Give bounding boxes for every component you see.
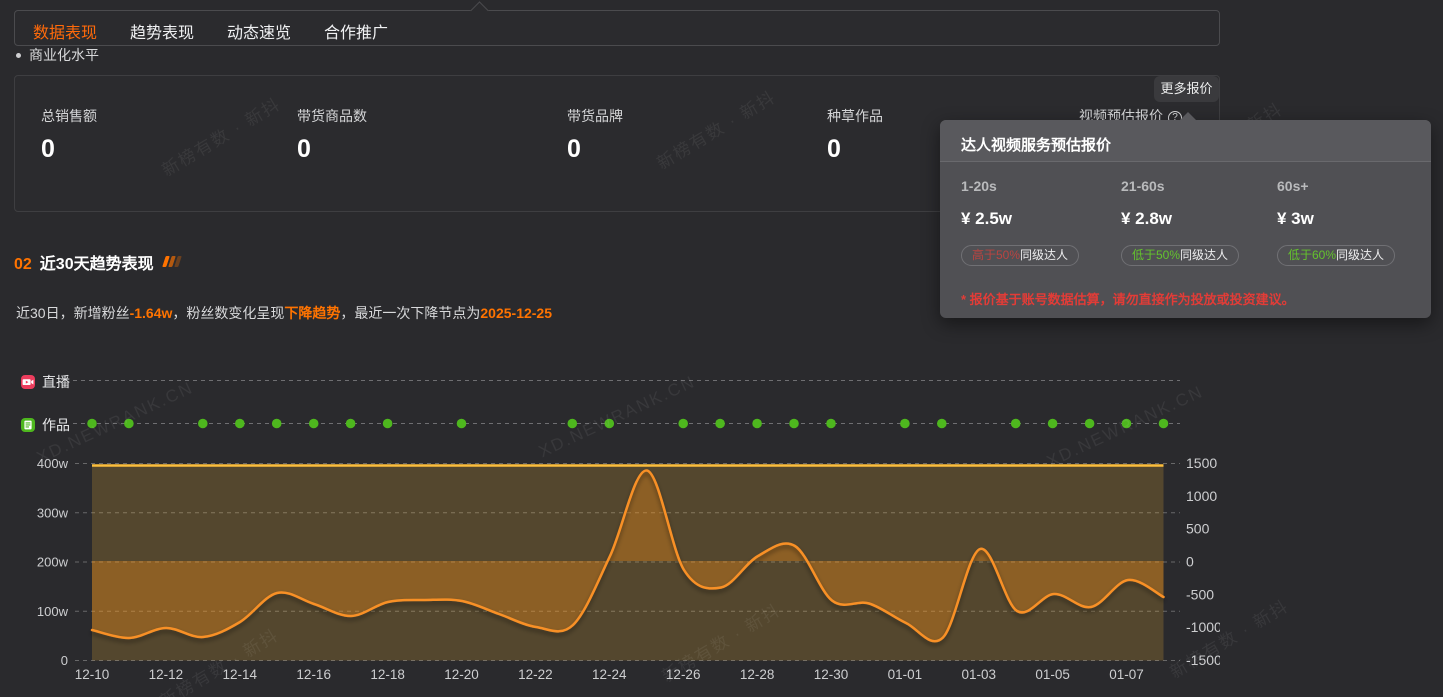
svg-text:01-03: 01-03	[962, 667, 997, 682]
svg-text:12-22: 12-22	[518, 667, 553, 682]
svg-text:1000: 1000	[1186, 488, 1217, 504]
svg-text:01-01: 01-01	[888, 667, 923, 682]
svg-text:1500: 1500	[1186, 455, 1217, 471]
svg-text:12-20: 12-20	[444, 667, 479, 682]
svg-text:01-07: 01-07	[1109, 667, 1144, 682]
svg-text:200w: 200w	[37, 555, 69, 570]
svg-text:400w: 400w	[37, 456, 69, 471]
svg-text:12-16: 12-16	[296, 667, 331, 682]
svg-text:01-05: 01-05	[1035, 667, 1070, 682]
svg-text:0: 0	[61, 653, 68, 668]
svg-text:12-10: 12-10	[75, 667, 110, 682]
svg-text:12-18: 12-18	[370, 667, 405, 682]
svg-text:-1500: -1500	[1186, 652, 1220, 668]
svg-text:500: 500	[1186, 521, 1210, 537]
svg-text:300w: 300w	[37, 505, 69, 520]
svg-text:-1000: -1000	[1186, 619, 1220, 635]
svg-text:100w: 100w	[37, 604, 69, 619]
svg-text:12-24: 12-24	[592, 667, 627, 682]
svg-text:12-30: 12-30	[814, 667, 849, 682]
svg-text:-500: -500	[1186, 586, 1214, 602]
svg-text:12-14: 12-14	[223, 667, 258, 682]
svg-text:12-12: 12-12	[149, 667, 184, 682]
svg-text:0: 0	[1186, 554, 1194, 570]
svg-text:12-28: 12-28	[740, 667, 775, 682]
svg-text:12-26: 12-26	[666, 667, 701, 682]
